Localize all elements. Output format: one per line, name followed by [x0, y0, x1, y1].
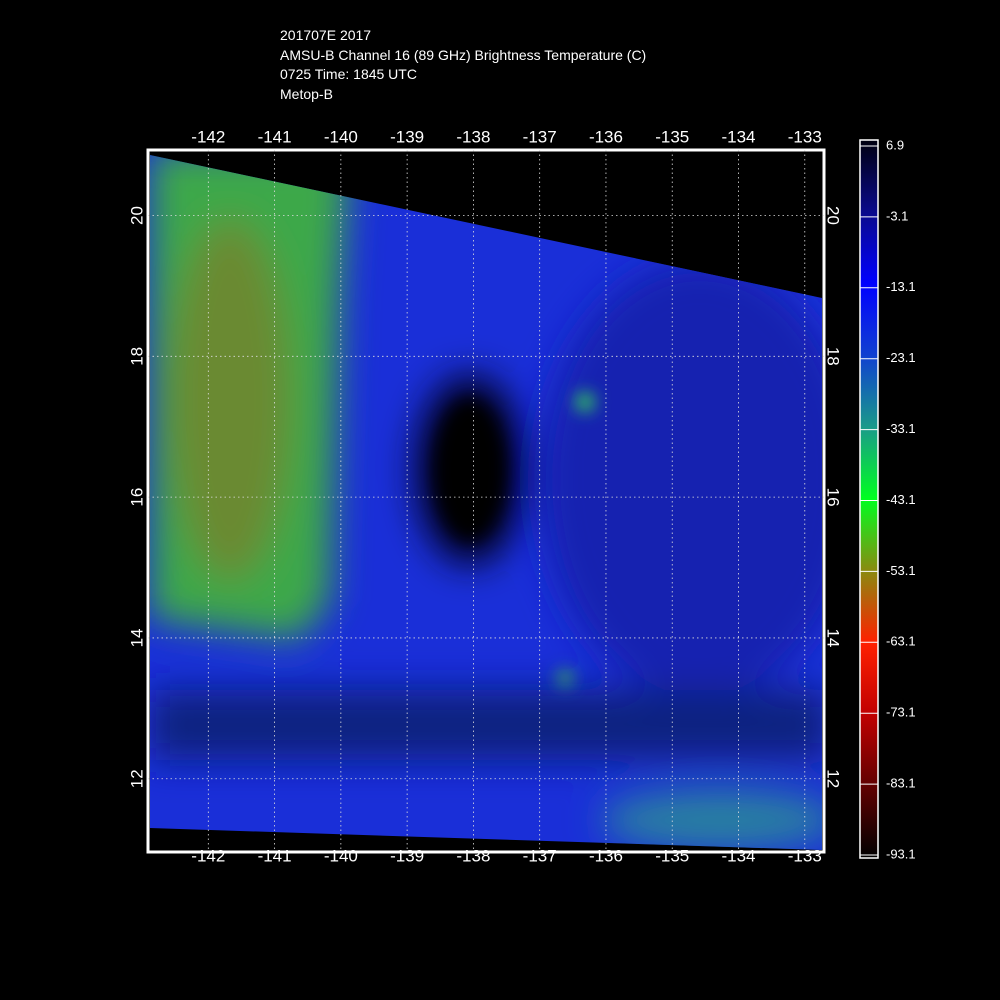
colorbar-label: -23.1 — [886, 350, 916, 365]
x-tick-label: -135 — [655, 846, 689, 865]
colorbar-label: -13.1 — [886, 279, 916, 294]
colorbar-label: -53.1 — [886, 563, 916, 578]
x-tick-label: -137 — [523, 127, 557, 146]
colorbar-label: -3.1 — [886, 208, 908, 223]
colorbar — [859, 139, 879, 859]
y-tick-label: 18 — [127, 347, 146, 366]
header-line: AMSU-B Channel 16 (89 GHz) Brightness Te… — [280, 47, 646, 63]
x-tick-label: -138 — [456, 127, 490, 146]
colorbar-label: -43.1 — [886, 492, 916, 507]
x-tick-label: -139 — [390, 127, 424, 146]
colorbar-label: -63.1 — [886, 634, 916, 649]
colorbar-label: -33.1 — [886, 421, 916, 436]
x-tick-label: -141 — [258, 846, 292, 865]
x-tick-label: -136 — [589, 846, 623, 865]
y-tick-label: 14 — [127, 628, 146, 647]
y-tick-label: 20 — [127, 206, 146, 225]
header-line: Metop-B — [280, 86, 333, 102]
x-tick-label: -134 — [721, 127, 755, 146]
header-line: 0725 Time: 1845 UTC — [280, 66, 417, 82]
y-tick-label: 12 — [824, 769, 843, 788]
x-tick-label: -136 — [589, 127, 623, 146]
x-tick-label: -137 — [523, 846, 557, 865]
x-tick-label: -134 — [721, 846, 755, 865]
y-tick-label: 12 — [127, 769, 146, 788]
y-tick-label: 16 — [824, 488, 843, 507]
map-frame — [146, 148, 826, 854]
x-tick-label: -140 — [324, 127, 358, 146]
x-tick-label: -142 — [191, 127, 225, 146]
x-tick-label: -141 — [258, 127, 292, 146]
satellite-image — [150, 155, 822, 850]
x-tick-label: -142 — [191, 846, 225, 865]
y-tick-label: 14 — [824, 628, 843, 647]
x-tick-label: -133 — [788, 127, 822, 146]
colorbar-label: -83.1 — [886, 776, 916, 791]
colorbar-label: -93.1 — [886, 846, 916, 861]
header-line: 201707E 2017 — [280, 27, 371, 43]
colorbar-label: 6.9 — [886, 137, 904, 152]
y-tick-label: 20 — [824, 206, 843, 225]
x-tick-label: -138 — [456, 846, 490, 865]
x-tick-label: -140 — [324, 846, 358, 865]
x-tick-label: -135 — [655, 127, 689, 146]
colorbar-label: -73.1 — [886, 705, 916, 720]
x-tick-label: -133 — [788, 846, 822, 865]
y-tick-label: 16 — [127, 488, 146, 507]
x-tick-label: -139 — [390, 846, 424, 865]
y-tick-label: 18 — [824, 347, 843, 366]
